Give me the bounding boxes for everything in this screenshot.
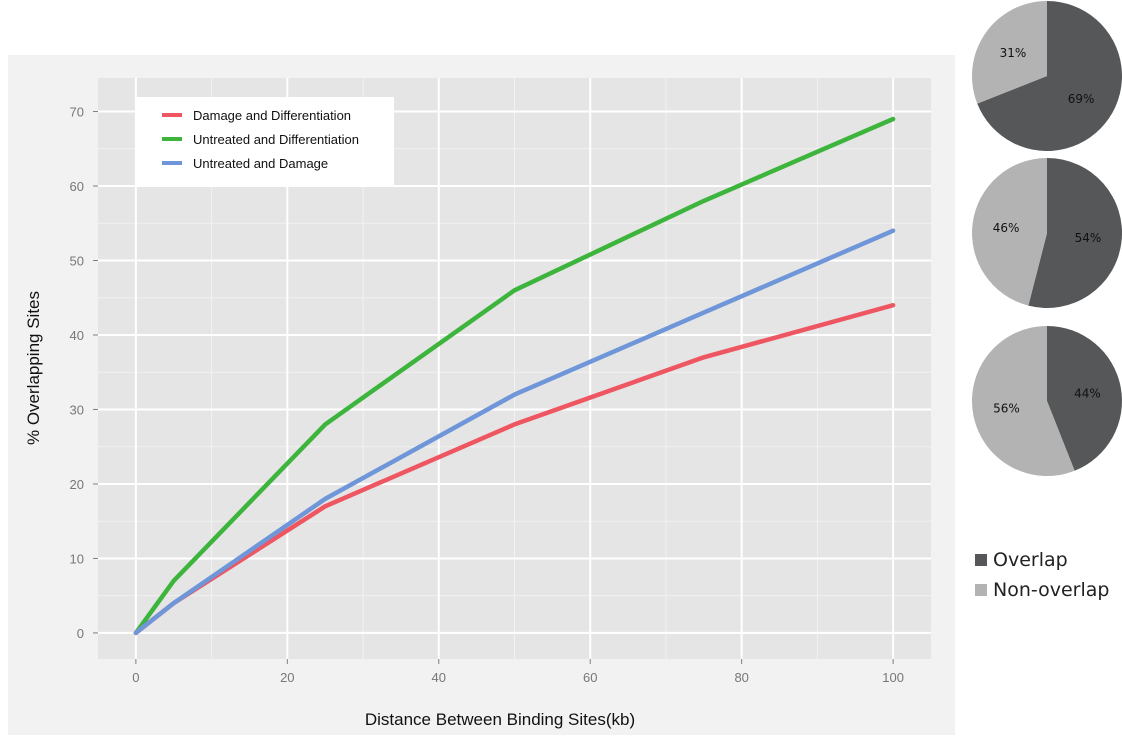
y-tick-label: 40 xyxy=(70,328,84,343)
y-tick-label: 0 xyxy=(77,626,84,641)
pie-legend-item-non-overlap: Non-overlap xyxy=(975,575,1109,605)
pie-slice-overlap xyxy=(1028,158,1122,308)
legend-background xyxy=(136,97,394,187)
x-tick-label: 60 xyxy=(583,670,597,685)
pie-legend-label-overlap: Overlap xyxy=(993,549,1068,571)
overlap-swatch xyxy=(975,554,987,566)
pie-slice-label: 31% xyxy=(1000,46,1027,60)
pie-chart-3: 44% 56% xyxy=(971,326,1122,477)
pie-legend-label-non-overlap: Non-overlap xyxy=(993,579,1110,601)
pie-slice-overlap xyxy=(1047,326,1122,471)
legend-label: Untreated and Differentiation xyxy=(193,132,359,147)
x-tick-label: 100 xyxy=(882,670,904,685)
y-tick-label: 50 xyxy=(70,253,84,268)
pie-slice-label: 44% xyxy=(1074,386,1101,400)
legend-label: Untreated and Damage xyxy=(193,156,328,171)
line-series xyxy=(133,116,896,636)
pie-chart-2: 54% 46% xyxy=(972,158,1122,308)
x-tick-label: 20 xyxy=(280,670,294,685)
x-tick-label: 40 xyxy=(432,670,446,685)
pie-slice-label: 69% xyxy=(1068,92,1095,106)
line-legend: Damage and Differentiation Untreated and … xyxy=(136,97,394,187)
pie-slice-overlap xyxy=(977,1,1122,151)
pie-slice-non-overlap xyxy=(972,1,1047,104)
y-tick-label: 60 xyxy=(70,179,84,194)
pie-slice-non-overlap xyxy=(971,326,1075,477)
pie-charts: 69% 31% 54% 46% 44% 56% xyxy=(971,1,1122,477)
x-tick-label: 0 xyxy=(132,670,139,685)
pie-slice-label: 56% xyxy=(993,402,1020,416)
y-tick-label: 30 xyxy=(70,402,84,417)
series-line-untreated-and-damage xyxy=(133,228,896,636)
y-tick-label: 20 xyxy=(70,477,84,492)
pie-slice-label: 54% xyxy=(1075,231,1102,245)
series-line-untreated-and-differentiation xyxy=(133,116,896,636)
non-overlap-swatch xyxy=(975,584,987,596)
legend-label: Damage and Differentiation xyxy=(193,108,351,123)
y-tick-label: 10 xyxy=(70,551,84,566)
y-axis-label: % Overlapping Sites xyxy=(24,291,43,445)
pie-slice-label: 46% xyxy=(993,221,1020,235)
pie-slice-non-overlap xyxy=(972,158,1047,306)
pie-legend: Overlap Non-overlap xyxy=(975,545,1109,605)
y-tick-label: 70 xyxy=(70,105,84,120)
pie-legend-item-overlap: Overlap xyxy=(975,545,1109,575)
x-tick-label: 80 xyxy=(734,670,748,685)
x-axis-label: Distance Between Binding Sites(kb) xyxy=(365,710,635,729)
pie-chart-1: 69% 31% xyxy=(972,1,1122,151)
axes: 0 20 40 60 80 100 0 10 20 30 40 50 60 70 xyxy=(70,105,904,685)
